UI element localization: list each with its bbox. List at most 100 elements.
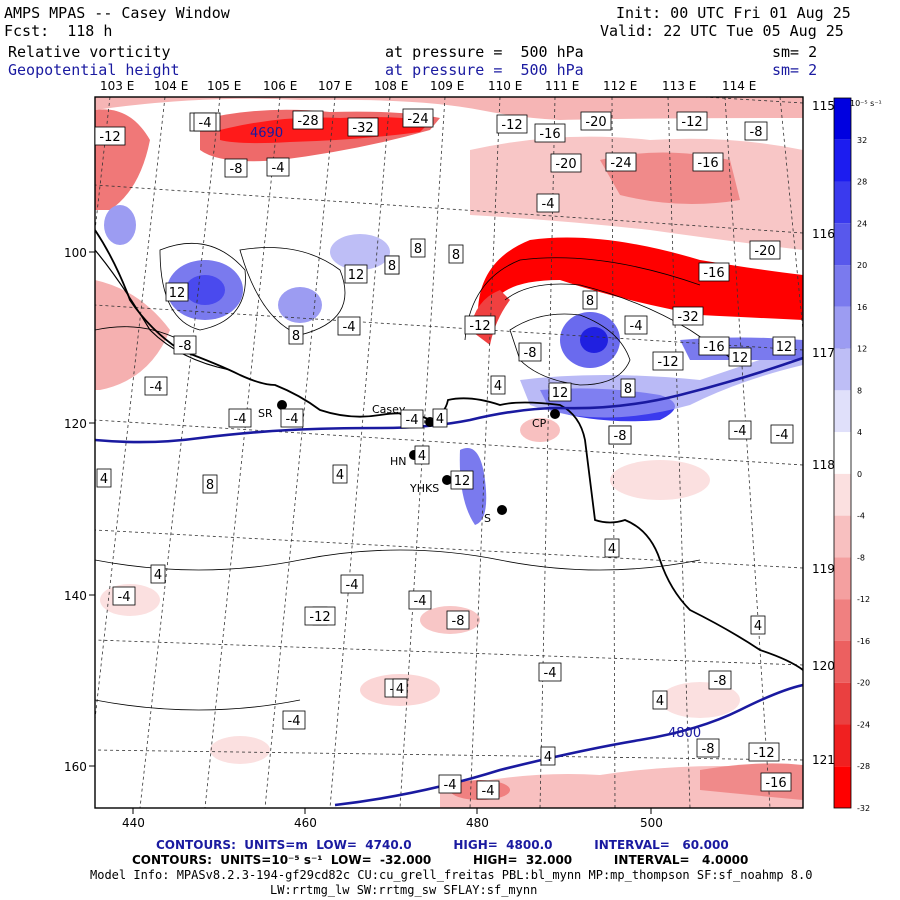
vorticity-label-box [748, 742, 780, 762]
vorticity-label: 4 [396, 682, 404, 697]
vorticity-label-box [337, 316, 361, 336]
vorticity-label-box [202, 474, 218, 494]
lon-label: 107 E [318, 79, 352, 93]
vorticity-label: -4 [288, 714, 301, 729]
colorbar-swatch [834, 557, 851, 600]
vorticity-label: 12 [348, 268, 365, 283]
x-tick: 500 [640, 816, 663, 830]
vorticity-label-box [652, 690, 668, 710]
colorbar-label: 32 [857, 136, 867, 145]
vorticity-label-box [538, 662, 562, 682]
colorbar-swatch [834, 265, 851, 307]
vorticity-label-box [96, 468, 112, 488]
colorbar-label: 0 [857, 470, 862, 479]
lon-label: 103 E [100, 79, 134, 93]
vorticity-label: -12 [99, 130, 120, 145]
vorticity-label-box [548, 382, 572, 402]
field1-level: at pressure = 500 hPa [385, 43, 584, 61]
station-label: SR [258, 407, 273, 420]
vorticity-label-box [582, 290, 598, 310]
vorticity-label: -12 [309, 610, 330, 625]
vorticity-label-box [193, 112, 217, 132]
vorticity-label: -8 [452, 614, 465, 629]
colorbar-label: -24 [857, 720, 870, 729]
vorticity-label-box [692, 152, 724, 172]
vorticity-label: -4 [544, 666, 557, 681]
top-longitude-labels: 103 E 104 E 105 E 106 E 107 E 108 E 109 … [100, 79, 756, 93]
vorticity-label-box [770, 424, 794, 444]
map-frame [94, 96, 804, 809]
lon-label: 106 E [263, 79, 297, 93]
vorticity-label-box [432, 408, 448, 428]
colorbar-label: -8 [857, 553, 865, 562]
vorticity-labels: -20 -28 -32 -24 -12 -8 -4 -12 -16 -20 -20 -24 -16 -12… [94, 108, 796, 800]
footer-height-contours: CONTOURS: UNITS=m LOW= 4740.0 HIGH= 4800… [156, 838, 729, 852]
vorticity-label-box [550, 153, 582, 173]
vorticity-label: 4 [656, 694, 664, 709]
vorticity-label: 12 [169, 286, 186, 301]
footer-model-info-2: LW:rrtmg_lw SW:rrtmg_sw SFLAY:sf_mynn [270, 883, 538, 897]
vorticity-label-box [332, 464, 348, 484]
init-time: Init: 00 UTC Fri 01 Aug 25 [616, 4, 851, 22]
lon-label: 108 E [374, 79, 408, 93]
vorticity-label-box [292, 110, 324, 130]
y-tick: 160 [64, 760, 87, 774]
field2-level: at pressure = 500 hPa [385, 61, 584, 79]
vorticity-label: -16 [539, 127, 560, 142]
vorticity-label-box [490, 375, 506, 395]
vorticity-label-box [438, 774, 462, 794]
vorticity-label-box [496, 114, 528, 134]
vorticity-label: -24 [610, 156, 631, 171]
vorticity-label: -20 [555, 157, 576, 172]
colorbar-label: 24 [857, 219, 867, 228]
colorbar-label: -20 [857, 679, 870, 688]
vorticity-label: 4 [436, 412, 444, 427]
vorticity-label: -12 [501, 118, 522, 133]
vorticity-label: -4 [542, 197, 555, 212]
station-label: Casey [372, 403, 406, 416]
vorticity-label-box [94, 126, 126, 146]
vorticity-label-box [760, 772, 792, 792]
y-tick: 100 [64, 246, 87, 260]
lon-label: 111 E [545, 79, 579, 93]
vorticity-label-box [620, 378, 636, 398]
colorbar-swatch [834, 599, 851, 641]
vorticity-label-box [304, 606, 336, 626]
vorticity-label-box [672, 306, 704, 326]
lon-label: 104 E [154, 79, 188, 93]
vorticity-label-box [282, 710, 306, 730]
valid-time: Valid: 22 UTC Tue 05 Aug 25 [600, 22, 844, 40]
vorticity-label-box [450, 470, 474, 490]
colorbar-swatch [834, 766, 851, 808]
field1-name: Relative vorticity [8, 43, 171, 61]
colorbar-swatch [834, 640, 851, 683]
height-label: 4690 [250, 126, 283, 141]
vorticity-label: -4 [343, 320, 356, 335]
vorticity-label: 4 [544, 750, 552, 765]
vorticity-label-box [165, 282, 189, 302]
vorticity-label: 4 [418, 449, 426, 464]
vorticity-label: -4 [199, 116, 212, 131]
colorbar-label: 16 [857, 303, 867, 312]
vorticity-label-box [676, 111, 708, 131]
footer-vorticity-contours: CONTOURS: UNITS=10⁻⁵ s⁻¹ LOW= -32.000 HI… [132, 853, 749, 867]
vorticity-label: -4 [406, 413, 419, 428]
vorticity-label-box [464, 315, 496, 335]
station-label: CP [532, 417, 547, 430]
colorbar-swatch [834, 390, 851, 433]
vorticity-label: 4 [336, 468, 344, 483]
vorticity-label: 4 [754, 619, 762, 634]
vorticity-label-box [150, 564, 166, 584]
vorticity-label: -32 [352, 121, 373, 136]
footer-model-info: Model Info: MPASv8.2.3-194-gf29cd82c CU:… [90, 868, 813, 882]
vorticity-label: -4 [150, 380, 163, 395]
vorticity-label-box [708, 670, 732, 690]
vorticity-label: 12 [776, 340, 793, 355]
colorbar-swatch [834, 98, 851, 140]
vorticity-label: -4 [630, 319, 643, 334]
colorbar-swatch [834, 515, 851, 558]
lat-lon-grid [95, 97, 803, 808]
vorticity-label: -8 [524, 346, 537, 361]
vorticity-label: -20 [754, 244, 775, 259]
vorticity-label: -24 [407, 112, 428, 127]
